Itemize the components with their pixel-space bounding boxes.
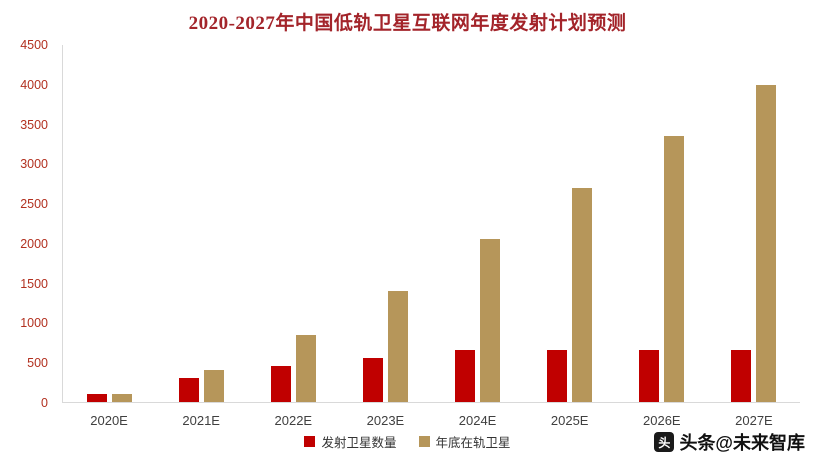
bar-groups: 2020E 2021E 2022E 2023E 2024E 2025E 2026E 2027E [63,45,800,428]
legend-label-in-orbit: 年底在轨卫星 [435,436,511,450]
y-tick-label: 3000 [20,157,48,172]
y-axis: 0 500 1000 1500 2000 2500 3000 3500 4000 4500 [0,0,56,459]
chart-title: 2020-2027年中国低轨卫星互联网年度发射计划预测 [188,13,627,34]
x-axis-label: 2024E [458,413,497,428]
legend-swatch-launch [304,436,316,447]
x-axis-label: 2026E [643,413,681,428]
toutiao-logo-icon: 头 [654,432,675,452]
watermark: 头 头条@未来智库 [654,429,805,455]
legend-item-in-orbit: 年底在轨卫星 [418,432,511,451]
y-tick-label: 500 [27,356,48,371]
bar-group-2024E: 2024E [455,45,501,428]
bar-group-2021E: 2021E [178,45,224,428]
y-tick-label: 2000 [20,236,48,251]
legend: 发射卫星数量 年底在轨卫星 [0,432,815,451]
bar-group-2020E: 2020E [86,45,132,428]
x-axis-label: 2022E [274,413,313,428]
bar [731,350,752,402]
bar [756,84,777,402]
y-tick-label: 3500 [20,117,48,132]
bar-group-2023E: 2023E [362,45,408,428]
bar [86,394,107,402]
bar [295,334,316,402]
y-tick-label: 2500 [20,197,48,212]
bar [572,187,593,402]
bar [362,358,383,402]
x-axis-label: 2025E [550,413,589,428]
plot-area: 2020E 2021E 2022E 2023E 2024E 2025E 2026E 2027E [62,45,800,428]
bar-group-2025E: 2025E [547,45,593,428]
y-tick-label: 4500 [20,38,48,52]
legend-swatch-in-orbit [418,436,430,447]
bar [387,290,408,402]
x-axis-label: 2023E [366,413,405,428]
y-tick-label: 1000 [20,316,48,331]
bar [203,370,224,402]
bar [455,350,476,402]
bar [664,136,685,402]
bar [270,366,291,402]
bar-group-2026E: 2026E [639,45,685,428]
x-axis-label: 2027E [735,413,773,428]
y-tick-label: 0 [41,396,48,410]
y-tick-label: 1500 [20,276,48,291]
bar-group-2027E: 2027E [731,45,777,428]
legend-item-launch: 发射卫星数量 [304,432,397,451]
bar [178,378,199,402]
x-axis-label: 2021E [182,413,220,428]
bar [639,350,660,402]
x-axis-label: 2020E [90,413,128,428]
bar [111,394,132,402]
y-tick-label: 4000 [20,77,48,92]
bar [547,350,568,402]
legend-label-launch: 发射卫星数量 [321,436,397,450]
bar-group-2022E: 2022E [270,45,316,428]
bar [480,239,501,402]
watermark-text: 头条@未来智库 [679,433,805,453]
